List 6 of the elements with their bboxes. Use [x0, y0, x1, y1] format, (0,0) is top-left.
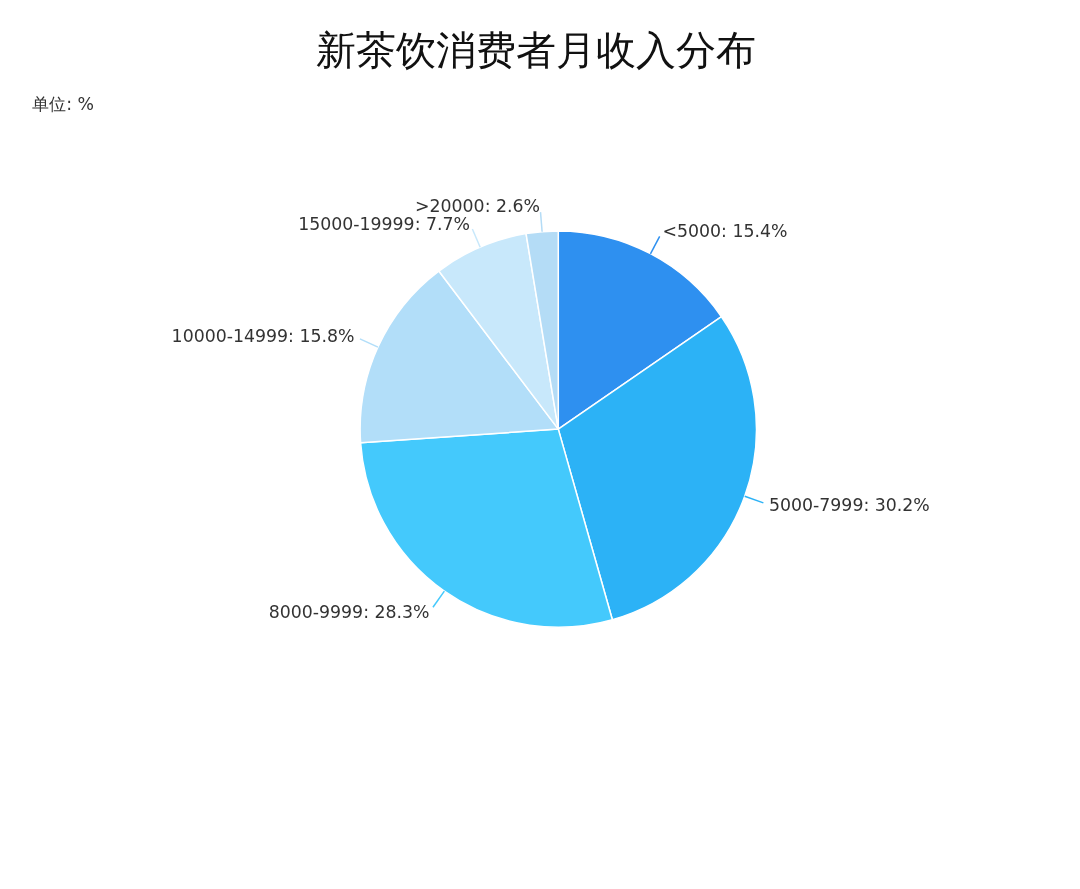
- slice-label: <5000: 15.4%: [662, 221, 788, 242]
- slice-label: 8000-9999: 28.3%: [268, 602, 430, 623]
- slice-label: 10000-14999: 15.8%: [171, 326, 355, 347]
- chart-title: 新茶饮消费者月收入分布: [315, 26, 756, 73]
- slice-label: 5000-7999: 30.2%: [768, 494, 930, 515]
- chart-subtitle: 单位: %: [32, 94, 95, 115]
